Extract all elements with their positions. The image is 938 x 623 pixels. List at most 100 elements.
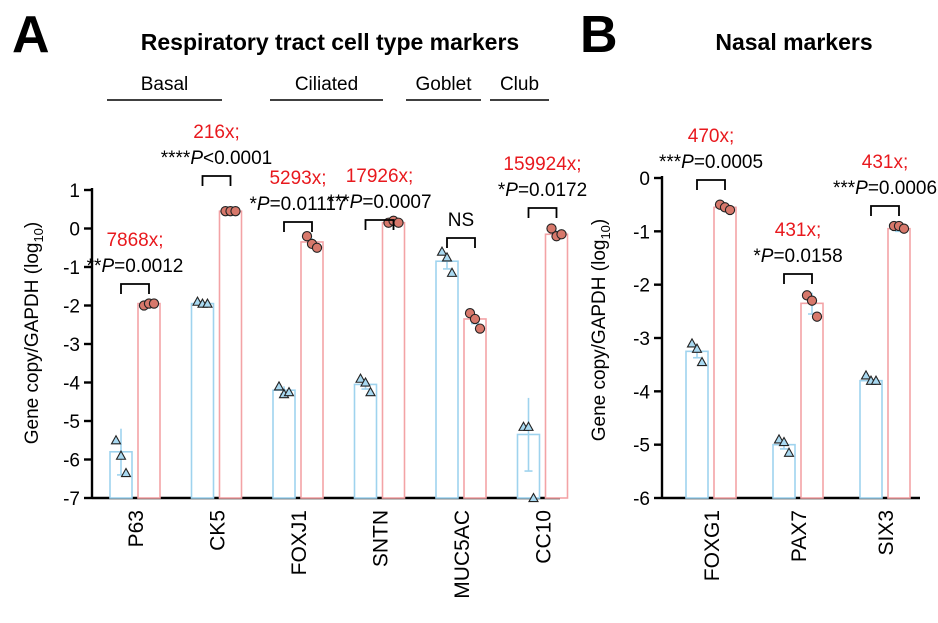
- panel-b-title: Nasal markers: [715, 29, 872, 55]
- data-point-control: [273, 380, 285, 391]
- significance-bracket: [870, 205, 900, 216]
- data-point-treated: [898, 223, 910, 234]
- significance-label: NS: [448, 210, 474, 231]
- y-tick-label: -4: [633, 382, 650, 403]
- panel-a-letter: A: [12, 6, 50, 64]
- bar-treated: [800, 302, 824, 499]
- data-point-treated: [469, 313, 481, 325]
- data-point-treated: [811, 311, 823, 322]
- data-point-control: [870, 375, 882, 385]
- category-label: SNTN: [370, 510, 393, 567]
- y-tick-label: -3: [63, 335, 80, 356]
- bar-treated: [137, 302, 161, 499]
- data-point-control: [446, 267, 458, 277]
- y-tick-label: -2: [63, 297, 80, 318]
- data-point-control: [686, 337, 698, 348]
- panel-a-title: Respiratory tract cell type markers: [141, 29, 519, 55]
- significance-bracket: [120, 283, 150, 294]
- bar-control: [353, 383, 378, 499]
- data-point-control: [696, 356, 708, 367]
- fold-change-label: 431x;: [862, 152, 908, 173]
- y-tick-label: -5: [633, 436, 650, 457]
- data-point-control: [528, 492, 539, 503]
- chart-a: 1 0 -1 -2 -3 -4 -5 -6 -7 Basal Ciliated Goblet Club P…: [63, 74, 587, 599]
- data-point-control: [110, 434, 122, 445]
- group-label: Ciliated: [295, 74, 358, 95]
- bar-control: [272, 389, 296, 499]
- significance-bracket: [364, 219, 395, 230]
- group-label: Basal: [141, 74, 189, 95]
- bar-treated: [713, 206, 737, 499]
- data-point-control: [360, 376, 371, 387]
- bar-treated: [887, 227, 911, 499]
- data-point-treated: [230, 206, 241, 217]
- data-point-control: [523, 421, 534, 431]
- significance-label: ***P=0.0005: [659, 152, 763, 173]
- significance-label: **P=0.0012: [87, 256, 184, 277]
- category-label: PAX7: [788, 510, 811, 562]
- significance-label: ***P=0.0007: [327, 192, 431, 213]
- category-label: MUC5AC: [451, 510, 474, 599]
- data-point-treated: [301, 231, 313, 242]
- data-point-treated: [806, 295, 818, 306]
- bar-treated: [381, 221, 406, 499]
- fold-change-label: 17926x;: [346, 166, 414, 187]
- significance-bracket: [527, 207, 558, 218]
- data-point-control: [202, 297, 213, 308]
- significance-label: *P=0.0158: [753, 246, 842, 267]
- data-point-treated: [474, 323, 486, 334]
- y-tick-label: -2: [633, 276, 650, 297]
- y-tick-label: -7: [63, 489, 80, 510]
- bar-control: [190, 302, 215, 499]
- y-tick-label: 1: [69, 181, 80, 202]
- data-point-control: [773, 433, 785, 444]
- panel-a-ylabel: Gene copy/GAPDH (log10): [22, 222, 46, 445]
- bar-treated: [300, 241, 324, 499]
- significance-bracket: [201, 175, 232, 186]
- y-tick-label: -1: [633, 222, 650, 243]
- bar-treated: [218, 210, 243, 499]
- data-point-treated: [724, 204, 736, 216]
- significance-bracket: [283, 221, 313, 232]
- data-point-control: [120, 467, 132, 478]
- significance-label: ***P=0.0006: [833, 178, 937, 199]
- significance-bracket: [446, 237, 476, 248]
- fold-change-label: 431x;: [775, 220, 821, 241]
- bar-treated: [544, 233, 569, 499]
- data-point-treated: [556, 229, 567, 240]
- data-point-treated: [311, 242, 323, 253]
- data-point-control: [860, 369, 872, 380]
- fold-change-label: 470x;: [688, 126, 734, 147]
- bar-control: [435, 260, 459, 499]
- y-tick-label: -5: [63, 412, 80, 433]
- panel-b-ylabel: Gene copy/GAPDH (log10): [589, 219, 613, 442]
- category-label: P63: [125, 510, 148, 547]
- panel-b-letter: B: [580, 6, 618, 64]
- data-point-treated: [546, 223, 557, 234]
- category-label: SIX3: [875, 510, 898, 556]
- data-point-control: [441, 251, 453, 262]
- fold-change-label: 159924x;: [503, 154, 581, 175]
- bar-control: [859, 379, 883, 499]
- data-point-control: [691, 343, 703, 353]
- y-tick-label: -6: [63, 451, 80, 472]
- significance-label: *P=0.01117: [249, 194, 346, 215]
- bar-treated: [463, 318, 487, 499]
- fold-change-label: 7868x;: [106, 230, 163, 251]
- data-point-control: [783, 447, 795, 457]
- y-tick-label: -4: [63, 374, 80, 395]
- category-label: CK5: [207, 510, 230, 551]
- category-label: CC10: [533, 510, 556, 564]
- data-point-control: [365, 386, 376, 397]
- significance-label: *P=0.0172: [498, 180, 587, 201]
- group-label: Club: [500, 74, 539, 95]
- significance-bracket: [696, 179, 726, 190]
- fold-change-label: 216x;: [193, 122, 239, 143]
- chart-b: 0 -1 -2 -3 -4 -5 -6 FOXG1 ***P=0.0005 470x; PAX7 *P…: [633, 126, 937, 581]
- category-label: FOXG1: [701, 510, 724, 581]
- bar-control: [685, 350, 709, 499]
- data-point-treated: [393, 217, 404, 228]
- significance-bracket: [783, 273, 813, 284]
- y-tick-label: 0: [639, 169, 650, 190]
